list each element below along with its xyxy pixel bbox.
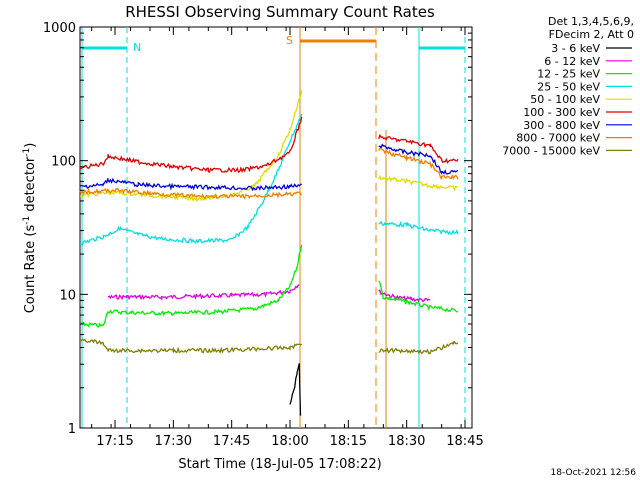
y-axis-label-part2: detector — [23, 156, 38, 216]
series-line — [378, 174, 459, 192]
x-axis: 17:15 17:30 17:45 18:00 18:15 18:30 18:45 — [91, 27, 484, 449]
x-tick-label: 18:30 — [388, 434, 425, 449]
series-line — [378, 133, 459, 164]
y-tick-label: 100 — [51, 155, 76, 170]
legend-entry-label: 25 - 50 keV — [537, 80, 600, 93]
legend-entry-label: 300 - 800 keV — [523, 119, 600, 132]
x-tick-label: 18:15 — [330, 434, 367, 449]
x-tick-label: 18:00 — [271, 434, 308, 449]
x-tick-label: 17:15 — [96, 434, 133, 449]
series-line — [79, 244, 303, 328]
series-line — [378, 220, 459, 236]
series-line — [79, 116, 303, 174]
series-line — [107, 284, 300, 301]
legend-entry-label: 12 - 25 keV — [537, 68, 600, 81]
y-tick-label: 10 — [59, 288, 76, 303]
x-axis-label: Start Time (18-Jul-05 17:08:22) — [178, 457, 381, 472]
legend-entry-label: 6 - 12 keV — [544, 55, 600, 68]
saa-label: S — [286, 34, 293, 47]
legend-header-line1: Det 1,3,4,5,6,9, — [548, 15, 634, 28]
y-axis-label: Count Rate (s-1 detector-1) — [22, 143, 38, 314]
legend-entry-label: 3 - 6 keV — [551, 42, 600, 55]
y-tick-label: 1 — [68, 422, 76, 437]
legend-entry-label: 7000 - 15000 keV — [502, 144, 600, 157]
night-label: N — [133, 41, 141, 54]
series-line — [378, 143, 459, 175]
y-axis-label-part3: ) — [23, 143, 38, 148]
x-tick-label: 17:30 — [155, 434, 192, 449]
series-line — [378, 288, 431, 303]
series-line — [79, 90, 303, 202]
render-timestamp: 18-Oct-2021 12:56 — [551, 468, 637, 478]
series-line — [378, 147, 459, 181]
y-axis-label-sup1: -1 — [22, 216, 32, 225]
series-layer — [79, 90, 459, 416]
legend-entry-label: 50 - 100 keV — [530, 93, 600, 106]
series-line — [79, 177, 302, 192]
series-line — [79, 187, 303, 200]
legend-entry-label: 800 - 7000 keV — [516, 132, 600, 145]
x-tick-label: 18:45 — [446, 434, 483, 449]
legend-header-line2: FDecim 2, Att 0 — [549, 28, 634, 41]
y-axis-label-sup2: -1 — [22, 148, 32, 157]
series-line — [378, 340, 459, 355]
chart-title: RHESSI Observing Summary Count Rates — [125, 3, 435, 21]
legend-entry-label: 100 - 300 keV — [523, 106, 600, 119]
series-line — [289, 363, 302, 416]
y-tick-label: 1000 — [43, 21, 76, 36]
x-tick-label: 17:45 — [213, 434, 250, 449]
series-line — [79, 338, 303, 355]
series-line — [79, 113, 303, 246]
series-line — [378, 280, 459, 313]
plot-frame — [79, 26, 473, 429]
y-axis: 1 10 100 1000 — [43, 21, 472, 437]
y-axis-label-part1: Count Rate (s — [23, 225, 38, 314]
